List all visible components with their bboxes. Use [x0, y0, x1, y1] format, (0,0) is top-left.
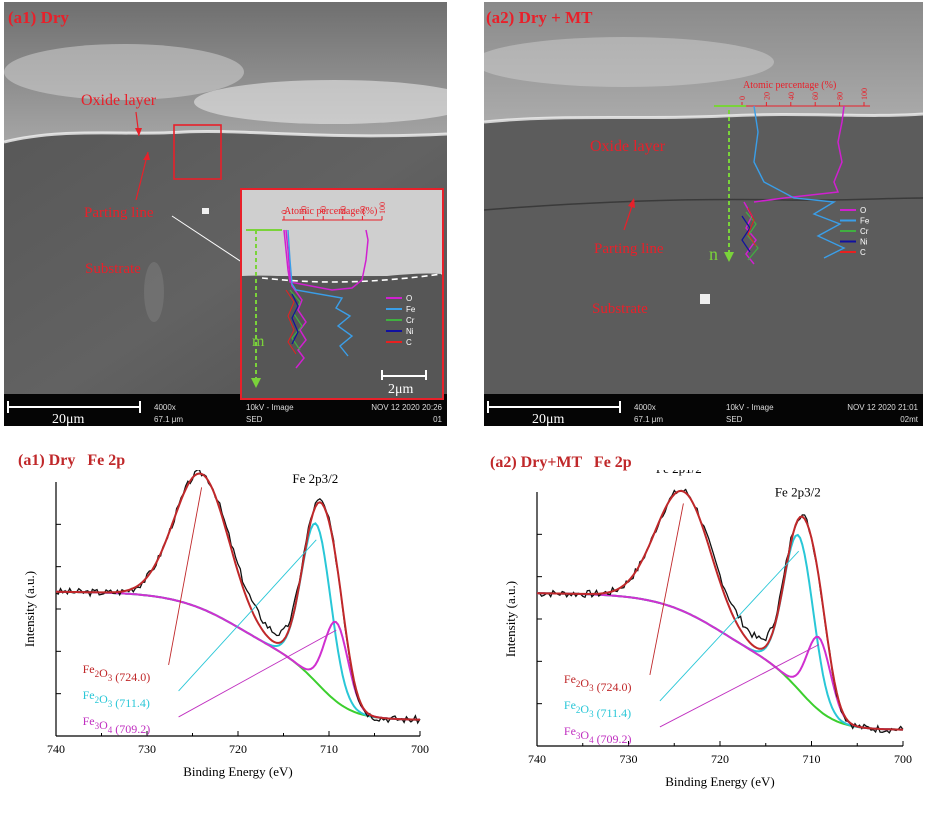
detector: SED	[726, 415, 743, 424]
legend-label: Fe	[406, 305, 416, 314]
inset-magnified: Atomic percentage (%) 0 20 40 60 80 100 m O Fe…	[240, 188, 444, 400]
envelope-fit-curve	[56, 472, 420, 721]
magnification: 4000x	[634, 403, 656, 412]
hfw: 67.1 μm	[634, 415, 663, 424]
x-tick-label: 710	[320, 742, 338, 756]
x-tick-label: 700	[411, 742, 429, 756]
image-id: 02mt	[900, 415, 919, 424]
legend-label: O	[860, 206, 866, 215]
envelope-fit-curve	[537, 489, 903, 731]
annotation-leader	[168, 487, 203, 666]
component-annotation: Fe2O3 (724.0)	[564, 672, 632, 694]
component-annotation: Fe3O4 (709.2)	[564, 724, 632, 746]
date: NOV 12 2020 20:26	[371, 403, 442, 412]
annotation-leader	[659, 550, 800, 702]
x-tick-label: 740	[528, 752, 546, 766]
peak-label-2p3-2: Fe 2p3/2	[292, 471, 338, 486]
profile-tick-label: 60	[811, 92, 820, 100]
x-tick-label: 700	[894, 752, 912, 766]
x-tick-label: 720	[229, 742, 247, 756]
annotation-leader	[659, 644, 820, 728]
profile-tick-label: 60	[339, 206, 348, 214]
profile-tick-label: 80	[836, 92, 845, 100]
scalebar-label: 20μm	[532, 412, 565, 426]
annotation-leader	[649, 503, 684, 676]
mode: 10kV - Image	[246, 403, 294, 412]
x-tick-label: 720	[711, 752, 729, 766]
inset-image: Atomic percentage (%) 0 20 40 60 80 100 m O Fe…	[242, 190, 442, 398]
inset-legend: O Fe Cr Ni C	[386, 294, 416, 347]
raw-data-curve	[55, 470, 421, 725]
sem-info-bar-a1: 20μm 4000x 67.1 μm 10kV - Image SED NOV …	[7, 401, 443, 426]
profile-tick-label: 100	[860, 88, 869, 100]
annotation-leader	[178, 539, 317, 692]
substrate-label: Substrate	[592, 301, 648, 317]
legend-label: Cr	[406, 316, 415, 325]
component-curve	[537, 533, 903, 731]
detector: SED	[246, 415, 263, 424]
parting-line-label: Parting line	[594, 241, 664, 257]
component-annotation: Fe2O3 (724.0)	[83, 662, 151, 684]
profile-ticks: 0 20 40 60 80 100	[738, 88, 869, 106]
depth-arrow-label: m	[252, 333, 265, 350]
legend-label: O	[406, 294, 412, 303]
annotation-leader	[178, 629, 337, 718]
oxide-layer-label: Oxide layer	[590, 138, 666, 155]
legend-label: Ni	[406, 327, 414, 336]
legend-label: Ni	[860, 238, 868, 247]
profile-tick-label: 100	[378, 202, 387, 214]
profile-tick-label: 0	[280, 210, 289, 214]
panel-title: (a1) Dry	[8, 8, 69, 27]
xps-chart-a1-title: (a1) Dry Fe 2p	[18, 452, 126, 469]
legend-label: C	[406, 338, 412, 347]
oxide-layer-label: Oxide layer	[81, 92, 157, 109]
panel-title: (a2) Dry + MT	[486, 8, 593, 27]
component-annotation: Fe2O3 (711.4)	[564, 698, 631, 720]
y-axis-label: Intensity (a.u.)	[22, 571, 37, 647]
substrate-label: Substrate	[85, 261, 141, 277]
xps-chart-a2-title: (a2) Dry+MT Fe 2p	[490, 454, 632, 471]
x-axis-label: Binding Energy (eV)	[183, 764, 293, 779]
scalebar-label: 20μm	[52, 412, 85, 426]
profile-tick-label: 40	[787, 92, 796, 100]
legend-label: Fe	[860, 217, 870, 226]
profile-tick-label: 20	[762, 92, 771, 100]
a2-overlay: Atomic percentage (%) 0 20 40 60 80 100 n O Fe…	[623, 80, 870, 265]
inset-scalebar-label: 2μm	[388, 382, 414, 397]
date: NOV 12 2020 21:01	[847, 403, 918, 412]
image-id: 01	[433, 415, 442, 424]
hfw: 67.1 μm	[154, 415, 183, 424]
xps-chart-a1: 740 730 720 710 700 Binding Energy (eV) Intens…	[22, 470, 429, 779]
mode: 10kV - Image	[726, 403, 774, 412]
x-tick-label: 730	[620, 752, 638, 766]
inset-ticks: 0 20 40 60 80 100	[280, 202, 387, 220]
profile-tick-label: 20	[300, 206, 309, 214]
depth-arrow-label: n	[709, 244, 718, 264]
profile-axis-title: Atomic percentage (%)	[743, 80, 836, 91]
magnification: 4000x	[154, 403, 176, 412]
inset-axis-title: Atomic percentage (%)	[284, 206, 377, 217]
legend-label: C	[860, 248, 866, 257]
component-annotation: Fe2O3 (711.4)	[83, 688, 150, 710]
sem-panel-a2: (a2) Dry + MT Oxide layer Parting line S…	[474, 2, 924, 426]
profile-tick-label: 80	[358, 206, 367, 214]
profile-tick-label: 40	[319, 206, 328, 214]
x-tick-label: 710	[803, 752, 821, 766]
x-tick-label: 730	[138, 742, 156, 756]
sem-info-bar-a2: 20μm 4000x 67.1 μm 10kV - Image SED NOV …	[487, 401, 919, 426]
x-axis-label: Binding Energy (eV)	[665, 774, 775, 789]
sem-image-a2	[474, 2, 924, 426]
y-axis-label: Intensity (a.u.)	[503, 581, 518, 657]
component-curve	[56, 522, 420, 721]
peak-label-2p3-2: Fe 2p3/2	[775, 485, 821, 500]
xps-chart-a2: 740 730 720 710 700 Binding Energy (eV) Intens…	[503, 470, 912, 789]
x-tick-label: 740	[47, 742, 65, 756]
legend-label: Cr	[860, 227, 869, 236]
parting-line-label: Parting line	[84, 205, 154, 221]
sem-panel-a1: (a1) Dry Oxide layer Parting line Substr…	[3, 2, 474, 426]
component-annotation: Fe3O4 (709.2)	[83, 714, 151, 736]
peak-label-2p1-2: Fe 2p1/2	[656, 470, 702, 476]
profile-tick-label: 0	[738, 96, 747, 100]
